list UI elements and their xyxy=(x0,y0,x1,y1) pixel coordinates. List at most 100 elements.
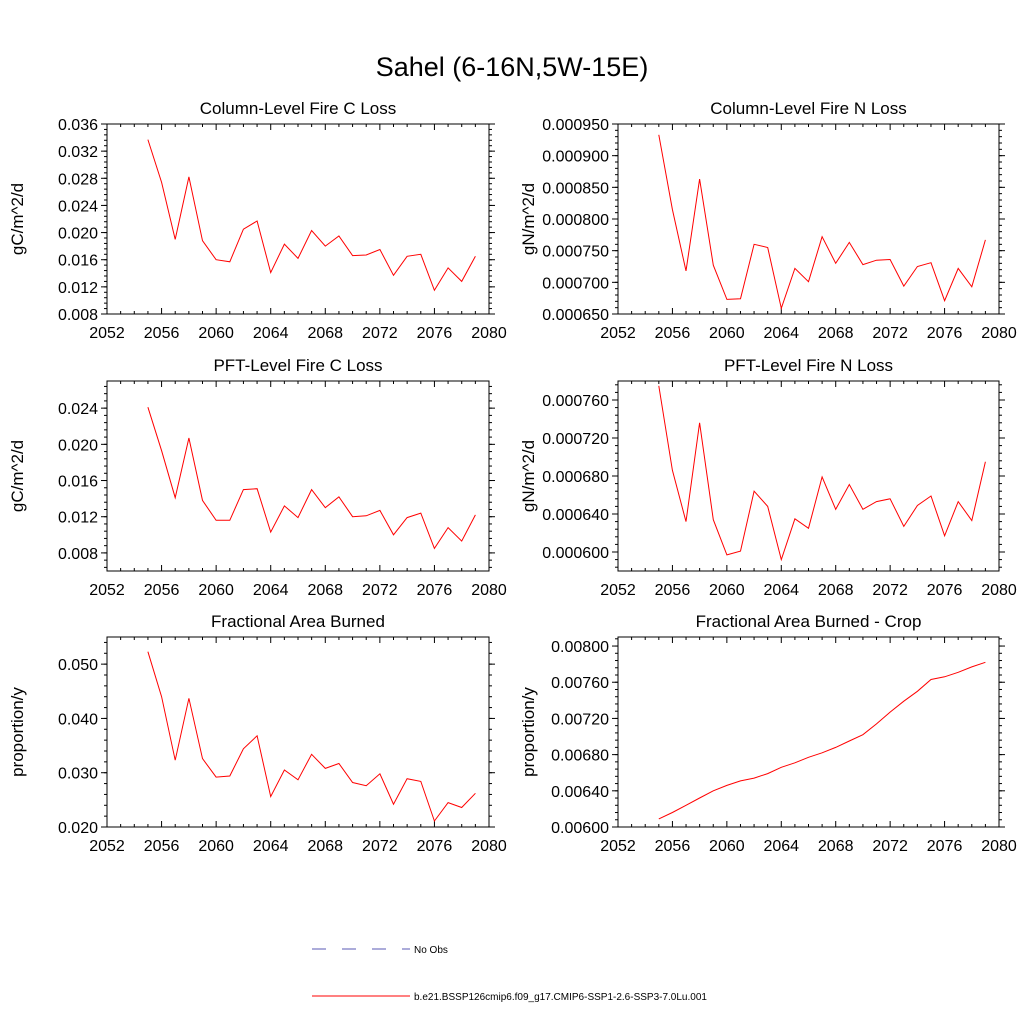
x-tick-label: 2076 xyxy=(417,582,453,599)
y-tick-label: 0.000650 xyxy=(542,307,609,324)
y-tick-label: 0.020 xyxy=(58,820,98,837)
y-tick-label: 0.000900 xyxy=(542,149,609,166)
y-tick-label: 0.050 xyxy=(58,657,98,674)
x-tick-label: 2064 xyxy=(253,838,289,855)
y-tick-label: 0.024 xyxy=(58,401,98,418)
y-tick-label: 0.000720 xyxy=(542,431,609,448)
y-tick-label: 0.000950 xyxy=(542,117,609,134)
x-tick-label: 2064 xyxy=(763,582,799,599)
y-tick-label: 0.020 xyxy=(58,437,98,454)
x-tick-label: 2060 xyxy=(709,582,745,599)
panel-title: PFT-Level Fire N Loss xyxy=(724,356,893,375)
x-tick-label: 2056 xyxy=(655,838,691,855)
x-tick-label: 2076 xyxy=(927,838,963,855)
y-tick-label: 0.016 xyxy=(58,474,98,491)
plot-frame xyxy=(106,123,490,315)
x-tick-label: 2072 xyxy=(872,582,908,599)
x-tick-label: 2068 xyxy=(307,325,343,342)
series-line xyxy=(147,139,476,292)
panel-title: Column-Level Fire C Loss xyxy=(200,99,397,118)
x-tick-label: 2072 xyxy=(362,582,398,599)
y-axis-label: gN/m^2/d xyxy=(519,183,538,255)
chart-panel-3: PFT-Level Fire C Loss gC/m^2/d 2052 2056 206… xyxy=(8,356,507,599)
x-tick-label: 2076 xyxy=(927,325,963,342)
y-tick-label: 0.000800 xyxy=(542,212,609,229)
x-tick-label: 2076 xyxy=(417,838,453,855)
series-line xyxy=(658,661,986,820)
x-tick-label: 2068 xyxy=(307,582,343,599)
x-tick-label: 2056 xyxy=(144,838,180,855)
y-tick-label: 0.000640 xyxy=(542,507,609,524)
x-tick-label: 2068 xyxy=(818,838,854,855)
y-axis-label: proportion/y xyxy=(8,687,27,777)
plot-frame xyxy=(617,380,1000,572)
chart-panels: Column-Level Fire C Loss gC/m^2/d 2052 2056… xyxy=(8,99,1017,855)
x-tick-label: 2072 xyxy=(362,325,398,342)
y-tick-label: 0.00760 xyxy=(551,675,609,692)
x-tick-label: 2052 xyxy=(89,325,125,342)
y-axis-label: proportion/y xyxy=(519,687,538,777)
x-tick-label: 2052 xyxy=(89,838,125,855)
y-tick-label: 0.00720 xyxy=(551,711,609,728)
y-tick-label: 0.036 xyxy=(58,117,98,134)
x-tick-label: 2056 xyxy=(655,325,691,342)
x-tick-label: 2064 xyxy=(253,582,289,599)
y-tick-label: 0.032 xyxy=(58,144,98,161)
y-tick-label: 0.012 xyxy=(58,280,98,297)
x-tick-label: 2056 xyxy=(655,582,691,599)
x-tick-label: 2076 xyxy=(927,582,963,599)
x-tick-label: 2068 xyxy=(818,582,854,599)
y-tick-label: 0.000850 xyxy=(542,180,609,197)
y-tick-label: 0.00800 xyxy=(551,639,609,656)
x-tick-label: 2080 xyxy=(471,582,507,599)
legend-label-model: b.e21.BSSP126cmip6.f09_g17.CMIP6-SSP1-2.… xyxy=(414,992,707,1003)
y-tick-label: 0.008 xyxy=(58,307,98,324)
plot-frame xyxy=(617,636,1000,828)
x-tick-label: 2072 xyxy=(362,838,398,855)
chart-panel-2: Column-Level Fire N Loss gN/m^2/d 2052 2056… xyxy=(519,99,1017,342)
x-tick-label: 2052 xyxy=(600,582,636,599)
y-tick-label: 0.000600 xyxy=(542,545,609,562)
x-tick-label: 2080 xyxy=(981,582,1017,599)
y-tick-label: 0.000760 xyxy=(542,393,609,410)
x-tick-label: 2052 xyxy=(89,582,125,599)
y-tick-label: 0.028 xyxy=(58,171,98,188)
y-tick-label: 0.008 xyxy=(58,546,98,563)
y-tick-label: 0.00640 xyxy=(551,784,609,801)
x-tick-label: 2080 xyxy=(471,838,507,855)
x-tick-label: 2064 xyxy=(763,838,799,855)
x-tick-label: 2064 xyxy=(253,325,289,342)
x-tick-label: 2052 xyxy=(600,838,636,855)
plot-frame xyxy=(617,123,1000,315)
x-tick-label: 2080 xyxy=(981,325,1017,342)
x-tick-label: 2076 xyxy=(417,325,453,342)
x-tick-label: 2068 xyxy=(307,838,343,855)
y-tick-label: 0.020 xyxy=(58,226,98,243)
x-tick-label: 2072 xyxy=(872,838,908,855)
x-tick-label: 2068 xyxy=(818,325,854,342)
y-tick-label: 0.040 xyxy=(58,711,98,728)
x-tick-label: 2072 xyxy=(872,325,908,342)
chart-panel-1: Column-Level Fire C Loss gC/m^2/d 2052 2056… xyxy=(8,99,507,342)
chart-panel-6: Fractional Area Burned - Crop proportion/… xyxy=(519,612,1017,855)
x-tick-label: 2080 xyxy=(981,838,1017,855)
y-tick-label: 0.00680 xyxy=(551,748,609,765)
chart-panel-4: PFT-Level Fire N Loss gN/m^2/d 2052 2056 206… xyxy=(519,356,1017,599)
x-tick-label: 2056 xyxy=(144,325,180,342)
y-tick-label: 0.024 xyxy=(58,198,98,215)
y-axis-label: gN/m^2/d xyxy=(519,440,538,512)
y-tick-label: 0.000680 xyxy=(542,469,609,486)
legend-label-no-obs: No Obs xyxy=(414,945,448,956)
y-axis-label: gC/m^2/d xyxy=(8,183,27,255)
x-tick-label: 2060 xyxy=(198,838,234,855)
x-tick-label: 2056 xyxy=(144,582,180,599)
x-tick-label: 2060 xyxy=(198,325,234,342)
panel-title: Fractional Area Burned - Crop xyxy=(696,612,922,631)
panel-title: Fractional Area Burned xyxy=(211,612,385,631)
x-tick-label: 2080 xyxy=(471,325,507,342)
y-tick-label: 0.030 xyxy=(58,766,98,783)
y-tick-label: 0.00600 xyxy=(551,820,609,837)
x-tick-label: 2060 xyxy=(709,838,745,855)
y-tick-label: 0.000700 xyxy=(542,275,609,292)
